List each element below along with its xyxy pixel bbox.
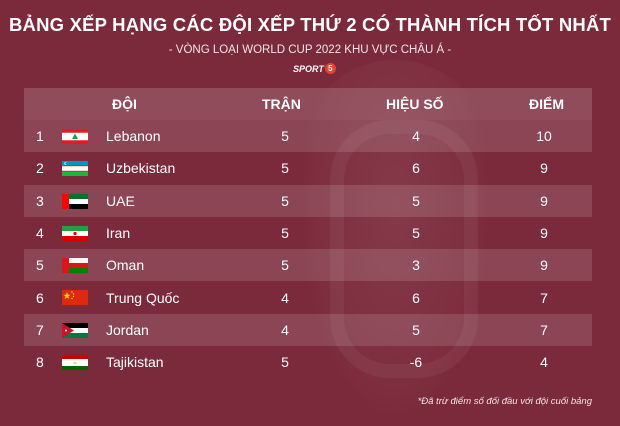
header-points: ĐIỂM bbox=[529, 96, 564, 112]
jordan-flag-icon bbox=[62, 322, 88, 338]
matches: 4 bbox=[281, 321, 289, 338]
table-row: 4 Iran 5 5 9 bbox=[24, 217, 592, 249]
header-matches: TRẬN bbox=[262, 96, 301, 112]
table-header-row: ĐỘI TRẬN HIỆU SỐ ĐIỂM bbox=[24, 88, 592, 120]
rank: 6 bbox=[36, 289, 44, 306]
page-subtitle: - VÒNG LOẠI WORLD CUP 2022 KHU VỰC CHÂU … bbox=[168, 44, 452, 56]
matches: 5 bbox=[281, 225, 289, 242]
goal-diff: 6 bbox=[412, 289, 420, 306]
goal-diff: 6 bbox=[412, 160, 420, 177]
rank: 4 bbox=[36, 225, 44, 242]
iran-flag-icon bbox=[62, 225, 88, 241]
table-row: 6 Trung Quốc 4 6 7 bbox=[24, 281, 592, 313]
points: 4 bbox=[540, 354, 548, 371]
points: 7 bbox=[540, 289, 548, 306]
matches: 4 bbox=[281, 289, 289, 306]
rank: 7 bbox=[36, 321, 44, 338]
tajikistan-flag-icon bbox=[62, 355, 88, 371]
oman-flag-icon bbox=[62, 258, 88, 274]
points: 10 bbox=[536, 128, 552, 145]
matches: 5 bbox=[281, 160, 289, 177]
table-row: 5 Oman 5 3 9 bbox=[24, 249, 592, 282]
standings-table: ĐỘI TRẬN HIỆU SỐ ĐIỂM 1 Lebanon 5 4 10 2… bbox=[24, 88, 592, 378]
uae-flag-icon bbox=[62, 193, 88, 209]
watermark-ring bbox=[330, 120, 478, 378]
team-name: UAE bbox=[106, 192, 135, 209]
goal-diff: 5 bbox=[412, 225, 420, 242]
rank: 3 bbox=[36, 192, 44, 209]
footnote: *Đã trừ điểm số đối đầu với đội cuối bản… bbox=[417, 396, 592, 407]
points: 7 bbox=[540, 321, 548, 338]
goal-diff: 4 bbox=[412, 128, 420, 145]
points: 9 bbox=[540, 225, 548, 242]
goal-diff: 5 bbox=[412, 192, 420, 209]
goal-diff: -6 bbox=[409, 354, 423, 371]
team-name: Uzbekistan bbox=[106, 160, 176, 177]
matches: 5 bbox=[281, 192, 289, 209]
points: 9 bbox=[540, 160, 548, 177]
points: 9 bbox=[540, 257, 548, 274]
sport5-logo: SPORT 5 bbox=[293, 63, 336, 74]
matches: 5 bbox=[281, 128, 289, 145]
rank: 1 bbox=[36, 128, 44, 145]
table-row: 2 Uzbekistan 5 6 9 bbox=[24, 152, 592, 184]
logo-number: 5 bbox=[324, 63, 336, 74]
table-row: 1 Lebanon 5 4 10 bbox=[24, 120, 592, 153]
uzbekistan-flag-icon bbox=[62, 161, 88, 177]
rank: 5 bbox=[36, 257, 44, 274]
team-name: Trung Quốc bbox=[106, 289, 180, 306]
team-name: Lebanon bbox=[106, 128, 161, 145]
team-name: Oman bbox=[106, 257, 145, 274]
rank: 2 bbox=[36, 160, 44, 177]
team-name: Tajikistan bbox=[106, 354, 164, 371]
header-goal-diff: HIỆU SỐ bbox=[386, 96, 444, 112]
table-row: 7 Jordan 4 5 7 bbox=[24, 313, 592, 347]
lebanon-flag-icon bbox=[62, 129, 88, 144]
logo-text: SPORT bbox=[293, 63, 324, 74]
rank: 8 bbox=[36, 354, 44, 371]
goal-diff: 5 bbox=[412, 321, 420, 338]
header-team: ĐỘI bbox=[112, 96, 137, 112]
points: 9 bbox=[540, 192, 548, 209]
team-name: Iran bbox=[106, 225, 131, 242]
matches: 5 bbox=[281, 354, 289, 371]
table-row: 8 Tajikistan 5 -6 4 bbox=[24, 346, 592, 378]
table-row: 3 UAE 5 5 9 bbox=[24, 184, 592, 217]
china-flag-icon bbox=[62, 290, 88, 306]
goal-diff: 3 bbox=[412, 257, 420, 274]
page-title: BẢNG XẾP HẠNG CÁC ĐỘI XẾP THỨ 2 CÓ THÀNH… bbox=[8, 14, 612, 35]
team-name: Jordan bbox=[106, 321, 149, 338]
matches: 5 bbox=[281, 257, 289, 274]
